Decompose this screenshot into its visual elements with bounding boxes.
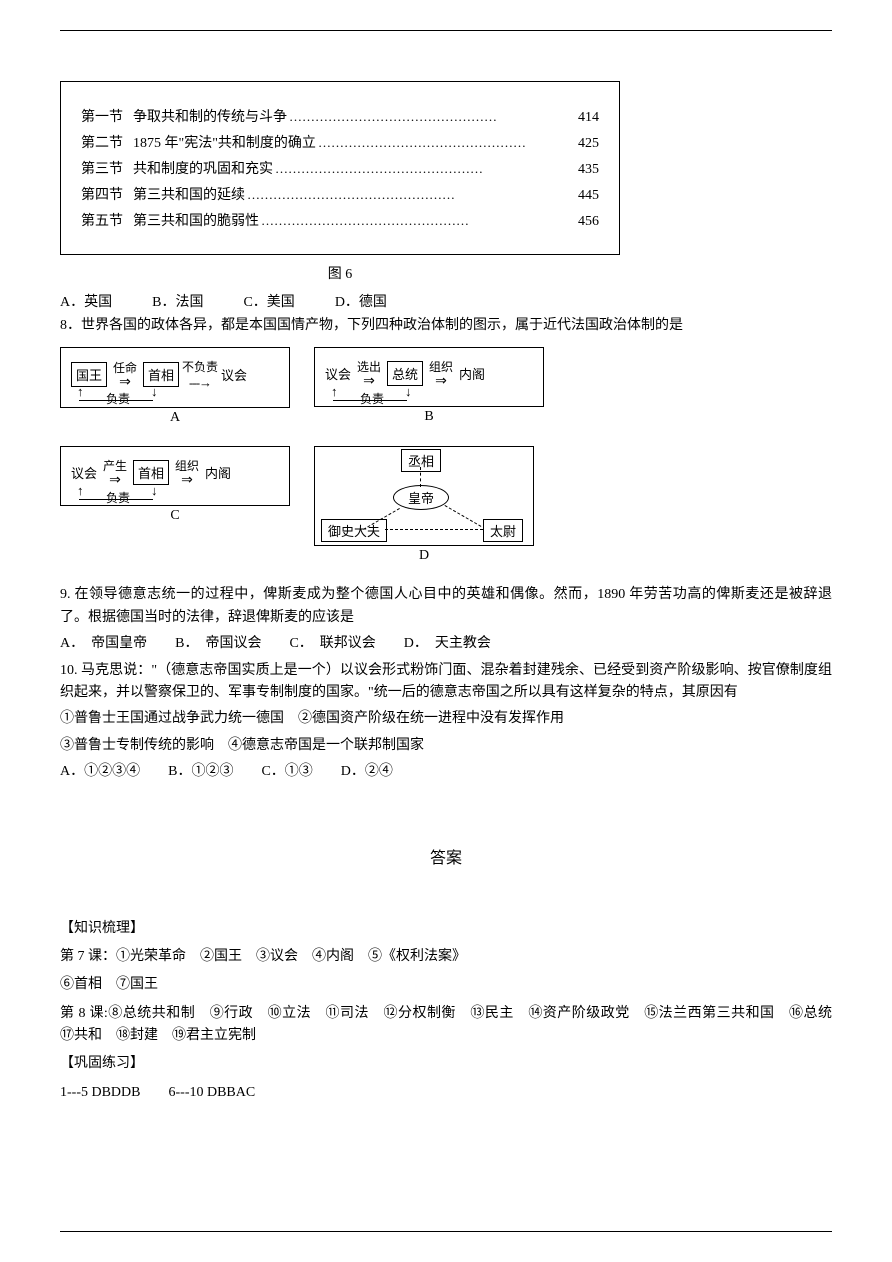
answers-l8: 第 8 课:⑧总统共和制 ⑨行政 ⑩立法 ⑪司法 ⑫分权制衡 ⑬民主 ⑭资产阶级…	[60, 1003, 832, 1048]
arrow-label: 组织	[429, 358, 453, 375]
diagrams-row-2: 议会 产生 ⇒ 首相 组织 ⇒ 内阁 ↑ ↓ 负责 C	[60, 446, 832, 564]
connector-line	[79, 400, 153, 401]
diagram-label: B	[314, 409, 544, 425]
diagram-label: C	[60, 508, 290, 524]
arrow-icon: ↑	[77, 483, 84, 499]
arrow-label: 组织	[175, 457, 199, 474]
toc-leader: …………………………………………	[287, 109, 578, 125]
option-b: B．法国	[152, 291, 203, 311]
toc-section: 第三节	[81, 158, 123, 178]
node-text: 议会	[221, 365, 247, 384]
answers-block: 【知识梳理】 第 7 课：①光荣革命 ②国王 ③议会 ④内阁 ⑤《权利法案》 ⑥…	[60, 918, 832, 1105]
toc-row: 第二节 1875 年"宪法"共和制度的确立 ………………………………………… 4…	[81, 132, 599, 152]
toc-leader: …………………………………………	[273, 161, 578, 177]
arrow-label: 不负责	[182, 358, 218, 375]
arrow-label: 任命	[113, 359, 137, 376]
q9-text: 9. 在领导德意志统一的过程中，俾斯麦成为整个德国人心目中的英雄和偶像。然而，1…	[60, 584, 832, 629]
arrow-icon: ⇒	[109, 474, 121, 488]
answers-l7b: ⑥首相 ⑦国王	[60, 974, 832, 996]
node: 总统	[387, 361, 423, 386]
toc-page: 414	[578, 110, 599, 126]
arrow-icon: ↓	[151, 384, 158, 400]
node-text: 内阁	[459, 364, 485, 383]
option-a: A．英国	[60, 291, 112, 311]
resp-label: 负责	[360, 390, 384, 407]
arrow-label: 产生	[103, 457, 127, 474]
node: 丞相	[401, 449, 441, 472]
option-d: D．德国	[335, 291, 387, 311]
toc-leader: …………………………………………	[259, 213, 578, 229]
toc-page: 445	[578, 188, 599, 204]
node: 首相	[143, 362, 179, 387]
node-text: 议会	[71, 463, 97, 482]
connector-line	[420, 467, 421, 487]
toc-section: 第一节	[81, 106, 123, 126]
toc-title: 共和制度的巩固和充实	[133, 158, 273, 178]
option-c: C．美国	[243, 291, 294, 311]
q9-options: A． 帝国皇帝 B． 帝国议会 C． 联邦议会 D． 天主教会	[60, 633, 832, 655]
q10-p4: A．①②③④ B．①②③ C．①③ D．②④	[60, 761, 832, 783]
node: 太尉	[483, 519, 523, 542]
arrow-icon: ↓	[405, 384, 412, 400]
diagram-b: 议会 选出 ⇒ 总统 组织 ⇒ 内阁 ↑ ↓ 负责 B	[314, 347, 544, 425]
toc-section: 第二节	[81, 132, 123, 152]
arrow-icon: ↑	[331, 384, 338, 400]
diagrams-row-1: 国王 任命 ⇒ 首相 不负责 ---→ 议会 ↑ ↓ 负责 A	[60, 347, 832, 426]
diagram-c: 议会 产生 ⇒ 首相 组织 ⇒ 内阁 ↑ ↓ 负责 C	[60, 446, 290, 524]
toc-row: 第四节 第三共和国的延续 ………………………………………… 445	[81, 184, 599, 204]
node-text: 内阁	[205, 463, 231, 482]
diagram-a: 国王 任命 ⇒ 首相 不负责 ---→ 议会 ↑ ↓ 负责 A	[60, 347, 290, 426]
answers-ans: 1---5 DBDDB 6---10 DBBAC	[60, 1082, 832, 1104]
arrow-icon: ↑	[77, 384, 84, 400]
toc-title: 第三共和国的延续	[133, 184, 245, 204]
toc-leader: …………………………………………	[316, 135, 578, 151]
arrow-icon: ⇒	[119, 376, 131, 390]
connector-line	[79, 499, 153, 500]
q10-p2: ①普鲁士王国通过战争武力统一德国 ②德国资产阶级在统一进程中没有发挥作用	[60, 708, 832, 730]
connector-line	[385, 529, 483, 530]
figure-caption: 图 6	[60, 263, 620, 283]
node: 御史大夫	[321, 519, 387, 542]
diagrams-group: 国王 任命 ⇒ 首相 不负责 ---→ 议会 ↑ ↓ 负责 A	[60, 347, 832, 564]
toc-title: 第三共和国的脆弱性	[133, 210, 259, 230]
answers-h2: 【巩固练习】	[60, 1053, 832, 1075]
arrow-icon: ⇒	[435, 375, 447, 389]
toc-section: 第四节	[81, 184, 123, 204]
toc-title: 争取共和制的传统与斗争	[133, 106, 287, 126]
toc-row: 第一节 争取共和制的传统与斗争 ………………………………………… 414	[81, 106, 599, 126]
arrow-label: 选出	[357, 358, 381, 375]
connector-line	[333, 400, 407, 401]
toc-page: 456	[578, 214, 599, 230]
resp-label: 负责	[106, 489, 130, 506]
top-rule	[60, 30, 832, 31]
answers-l7: 第 7 课：①光荣革命 ②国王 ③议会 ④内阁 ⑤《权利法案》	[60, 946, 832, 968]
resp-label: 负责	[106, 390, 130, 407]
toc-leader: …………………………………………	[245, 187, 578, 203]
arrow-icon: ⇒	[363, 375, 375, 389]
toc-page: 435	[578, 162, 599, 178]
toc-page: 425	[578, 136, 599, 152]
q7-options: A．英国 B．法国 C．美国 D．德国	[60, 291, 832, 311]
answers-heading: 答案	[60, 844, 832, 868]
q10-p3: ③普鲁士专制传统的影响 ④德意志帝国是一个联邦制国家	[60, 735, 832, 757]
diagram-label: A	[60, 410, 290, 426]
connector-line	[445, 505, 482, 527]
toc-row: 第三节 共和制度的巩固和充实 ………………………………………… 435	[81, 158, 599, 178]
arrow-icon: ⇒	[181, 474, 193, 488]
toc-box: 第一节 争取共和制的传统与斗争 ………………………………………… 414 第二节…	[60, 81, 620, 255]
q8-text: 8．世界各国的政体各异，都是本国国情产物，下列四种政治体制的图示，属于近代法国政…	[60, 315, 832, 337]
node: 首相	[133, 460, 169, 485]
bottom-rule	[60, 1231, 832, 1232]
node-center: 皇帝	[393, 485, 449, 510]
q10-p1: 10. 马克思说："（德意志帝国实质上是一个）以议会形式粉饰门面、混杂着封建残余…	[60, 660, 832, 705]
diagram-d-wrap: 丞相 皇帝 御史大夫 太尉 D	[314, 446, 534, 564]
toc-section: 第五节	[81, 210, 123, 230]
toc-title: 1875 年"宪法"共和制度的确立	[133, 132, 316, 152]
node-text: 议会	[325, 364, 351, 383]
arrow-icon: ↓	[151, 483, 158, 499]
answers-h1: 【知识梳理】	[60, 918, 832, 940]
arrow-icon: ---→	[189, 375, 211, 391]
diagram-label: D	[314, 548, 534, 564]
toc-row: 第五节 第三共和国的脆弱性 ………………………………………… 456	[81, 210, 599, 230]
